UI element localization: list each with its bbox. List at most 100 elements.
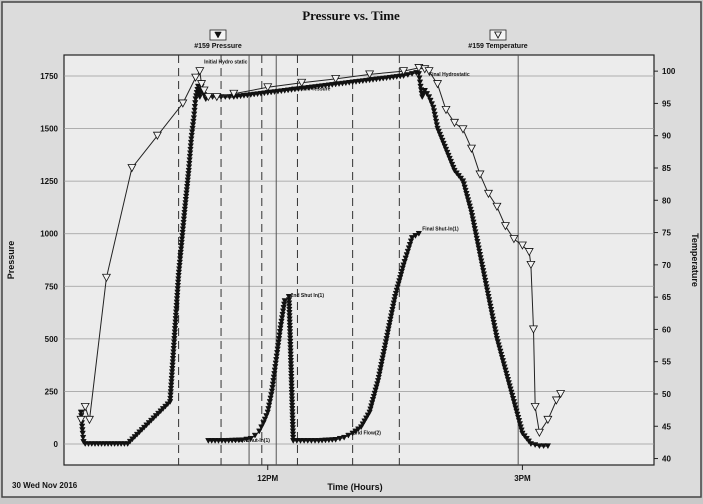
data-point — [472, 229, 479, 236]
data-point — [490, 319, 497, 326]
data-point — [495, 342, 502, 349]
data-point — [465, 200, 473, 207]
data-point — [288, 374, 295, 380]
data-point-open — [101, 273, 111, 283]
data-point — [506, 383, 513, 390]
data-point — [287, 342, 294, 348]
data-point — [437, 134, 445, 141]
data-point — [502, 367, 509, 374]
data-point — [482, 277, 489, 284]
data-point — [513, 408, 520, 415]
data-point — [289, 415, 296, 422]
data-point-open — [178, 99, 188, 108]
data-point — [444, 149, 451, 156]
data-point — [515, 418, 523, 424]
data-point — [430, 108, 438, 115]
y-tick-label: 1000 — [40, 230, 58, 239]
data-point — [286, 310, 293, 316]
data-point — [514, 411, 521, 418]
data-point — [478, 261, 486, 268]
data-point — [436, 131, 444, 138]
data-point-open — [551, 396, 561, 405]
data-point — [289, 434, 297, 441]
data-point-open — [191, 73, 201, 82]
x-tick-label: 12PM — [257, 474, 278, 483]
data-point — [466, 203, 473, 210]
data-point — [434, 125, 441, 132]
data-point — [503, 370, 510, 377]
data-point — [494, 339, 501, 346]
x-tick-label: 3PM — [514, 474, 531, 483]
data-point-open — [424, 67, 434, 76]
data-point — [251, 432, 259, 439]
data-point — [485, 294, 492, 300]
data-point — [482, 281, 490, 287]
data-point — [247, 435, 254, 442]
data-point-open — [432, 80, 443, 89]
data-point — [462, 187, 469, 194]
data-point — [77, 409, 85, 416]
data-point — [289, 431, 297, 438]
data-point — [469, 216, 476, 223]
data-point — [415, 230, 423, 237]
data-point — [483, 287, 491, 294]
data-point — [432, 115, 439, 122]
data-point — [336, 435, 344, 442]
data-point-open — [212, 93, 222, 102]
x-axis-label: Time (Hours) — [327, 482, 382, 492]
data-point — [492, 329, 499, 336]
y2-tick-label: 50 — [662, 390, 671, 399]
data-point — [289, 406, 296, 412]
data-point — [287, 338, 294, 345]
data-point-open — [127, 164, 137, 173]
data-point-open — [331, 74, 341, 84]
data-point — [288, 396, 296, 403]
data-point — [286, 316, 293, 323]
data-point — [287, 335, 294, 342]
data-point — [489, 316, 497, 323]
data-point — [412, 233, 419, 239]
y2-tick-label: 95 — [662, 99, 671, 108]
data-point — [470, 222, 478, 229]
data-point — [468, 213, 476, 219]
data-point-open — [196, 80, 207, 89]
data-point — [332, 437, 339, 443]
annotation-label: End Flow(2) — [353, 431, 382, 437]
data-point — [281, 298, 288, 305]
legend-marker — [214, 31, 222, 39]
data-point — [470, 219, 477, 226]
series-layer — [76, 64, 566, 450]
data-point — [471, 226, 478, 232]
data-point-open — [263, 83, 273, 92]
y2-tick-label: 85 — [662, 164, 671, 173]
data-point — [493, 332, 500, 339]
data-point — [472, 232, 480, 239]
data-point — [474, 239, 481, 245]
data-point — [503, 373, 511, 380]
data-point — [463, 191, 470, 197]
y2-tick-label: 80 — [662, 196, 671, 205]
data-point — [493, 336, 501, 342]
data-point — [345, 432, 352, 439]
data-point — [511, 402, 518, 409]
data-point — [287, 354, 294, 361]
y2-tick-label: 70 — [662, 261, 671, 270]
data-point — [289, 428, 297, 435]
series--159-pressure — [77, 70, 552, 450]
data-point-open — [441, 105, 451, 115]
data-point-open — [534, 428, 544, 438]
y-tick-label: 0 — [54, 440, 59, 449]
data-point — [480, 271, 488, 278]
data-point — [499, 358, 507, 364]
data-point — [475, 245, 482, 252]
data-point — [416, 79, 424, 86]
data-point — [507, 386, 514, 393]
data-point — [431, 111, 438, 118]
data-point — [440, 140, 447, 147]
data-point — [496, 345, 503, 352]
data-point — [288, 390, 295, 396]
data-point — [287, 348, 294, 355]
data-point — [450, 164, 457, 171]
data-point-open — [195, 67, 205, 76]
data-point-open — [483, 189, 493, 199]
